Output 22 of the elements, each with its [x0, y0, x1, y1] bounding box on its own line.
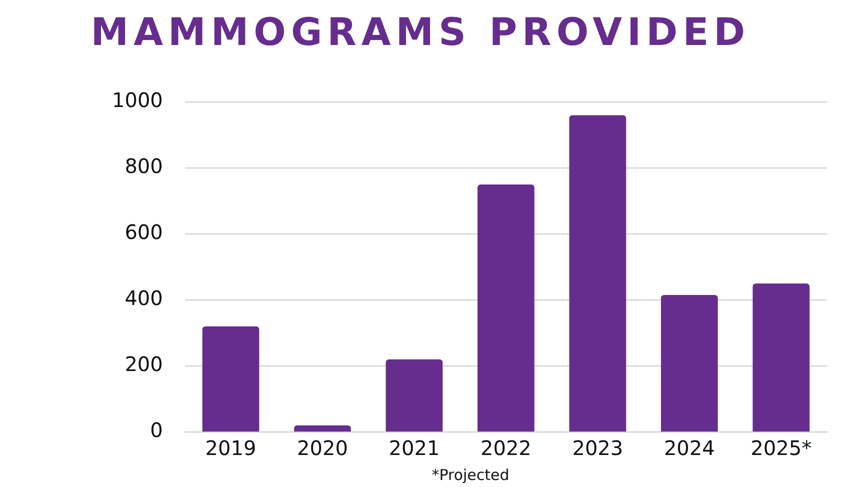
bar	[752, 284, 810, 432]
y-tick-label: 800	[124, 154, 163, 178]
bar	[478, 184, 534, 432]
y-tick-label: 400	[124, 286, 163, 310]
x-tick-label: 2024	[664, 436, 715, 460]
bar	[202, 326, 260, 432]
chart-title: MAMMOGRAMS PROVIDED	[90, 9, 752, 56]
y-tick-label: 0	[150, 418, 163, 442]
x-tick-label: 2021	[388, 436, 440, 460]
x-tick-label: 2019	[205, 436, 256, 460]
y-tick-label: 600	[124, 220, 163, 244]
x-tick-label: 2022	[480, 436, 532, 460]
x-tick-label: 2025*	[750, 436, 812, 460]
x-tick-label: 2023	[572, 436, 624, 460]
text: *Projected	[430, 466, 510, 484]
y-tick-label: 200	[124, 352, 163, 376]
bar	[569, 115, 626, 432]
y-tick-label: 1000	[112, 88, 163, 112]
bar	[386, 359, 443, 432]
bar	[660, 295, 718, 432]
bar	[294, 425, 351, 432]
x-tick-label: 2020	[297, 436, 348, 460]
